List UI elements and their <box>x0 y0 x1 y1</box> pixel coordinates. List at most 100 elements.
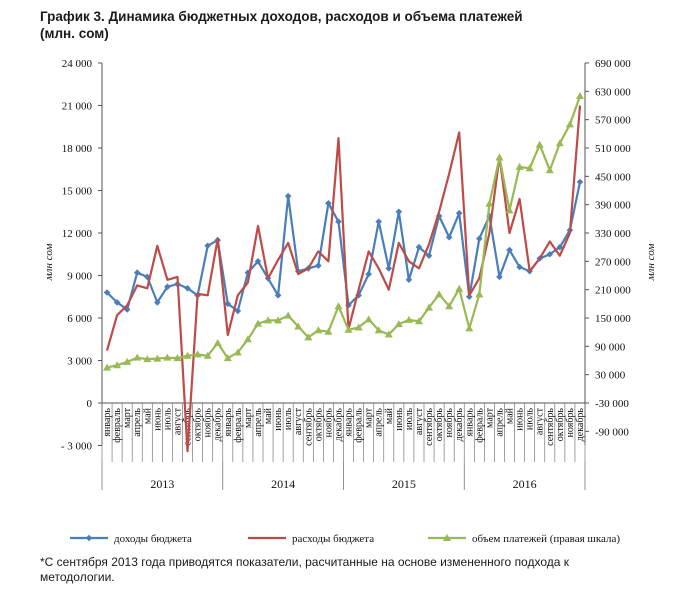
left-tick-label: 6 000 <box>67 313 92 325</box>
income-point <box>445 233 453 241</box>
legend-item-expense-label: расходы бюджета <box>292 533 374 545</box>
income-point <box>234 307 242 315</box>
payments-point <box>555 139 564 147</box>
month-label: декабрь <box>333 408 344 442</box>
payments-point <box>243 335 252 343</box>
month-label: сентябрь <box>303 408 314 446</box>
chart: 24 000 21 000 18 000 15 000 12 000 9 000 6 000… <box>43 58 657 545</box>
payments-point <box>525 164 534 172</box>
month-label: декабрь <box>213 408 224 442</box>
left-tick-label: 21 000 <box>62 101 93 113</box>
month-label: октябрь <box>434 408 445 442</box>
payments-point <box>314 326 323 334</box>
income-point <box>103 289 111 296</box>
payments-point <box>284 311 293 319</box>
left-tick-label: 12 000 <box>62 228 93 240</box>
month-label: февраль <box>474 408 485 443</box>
month-label: март <box>484 407 495 428</box>
income-point <box>465 293 473 301</box>
income-point <box>365 270 372 278</box>
right-axis-title: млн сом <box>645 244 657 282</box>
month-label: ноябрь <box>203 408 214 438</box>
payments-point <box>354 323 363 331</box>
payments-point <box>404 315 413 323</box>
income-point <box>325 199 332 207</box>
payments-point <box>264 316 273 324</box>
month-label: февраль <box>112 408 123 443</box>
right-tick-label: 390 000 <box>595 200 631 212</box>
payments-point <box>535 140 544 148</box>
month-label: июль <box>283 408 294 431</box>
income-point <box>335 218 342 225</box>
month-label: ноябрь <box>444 408 455 438</box>
payments-point <box>213 339 222 347</box>
legend-item-income-label: доходы бюджета <box>114 533 192 545</box>
month-label: январь <box>464 408 475 437</box>
month-label: март <box>364 407 375 428</box>
right-tick-label: 150 000 <box>595 313 631 325</box>
month-label: ноябрь <box>323 408 334 438</box>
month-label: январь <box>223 408 234 437</box>
income-point <box>385 265 393 272</box>
month-label: май <box>263 407 274 424</box>
month-label: май <box>505 407 516 424</box>
month-label: июль <box>404 408 415 431</box>
payments-point <box>334 302 343 310</box>
right-tick-label: 690 000 <box>595 58 631 70</box>
legend-item-income-marker <box>85 534 93 542</box>
right-tick-label: 90 000 <box>595 341 626 353</box>
income-point <box>476 235 483 242</box>
payments-point <box>153 354 162 362</box>
month-label: январь <box>102 408 113 437</box>
year-label: 2014 <box>271 477 295 491</box>
payments-point <box>435 290 444 298</box>
right-tick-label: 450 000 <box>595 171 631 183</box>
year-label: 2016 <box>513 477 537 491</box>
income-point <box>143 273 151 281</box>
right-tick-label: 210 000 <box>595 285 631 297</box>
income-point <box>315 262 322 269</box>
payments-point <box>495 153 504 161</box>
payments-point <box>203 351 212 359</box>
payments-point <box>294 322 303 330</box>
income-point <box>224 300 232 308</box>
month-label: октябрь <box>555 408 566 442</box>
payments-point <box>485 199 494 207</box>
payments-point <box>425 303 434 311</box>
payments-point <box>163 353 172 361</box>
month-label: май <box>142 407 153 424</box>
right-tick-label: 570 000 <box>595 115 631 127</box>
month-label: сентябрь <box>545 408 556 446</box>
series-lines <box>103 92 584 453</box>
month-label: октябрь <box>193 408 204 442</box>
legend-item-payments-label: объем платежей (правая шкала) <box>472 533 620 545</box>
month-label: август <box>293 407 304 435</box>
month-label: июнь <box>273 408 284 431</box>
income-point <box>506 246 513 254</box>
axes-group: 24 000 21 000 18 000 15 000 12 000 9 000 6 000… <box>43 58 657 491</box>
payments-point <box>173 354 182 362</box>
right-tick-label: 510 000 <box>595 143 631 155</box>
left-tick-label: 0 <box>87 398 93 410</box>
month-label: март <box>243 407 254 428</box>
left-tick-label: 3 000 <box>67 356 92 368</box>
payments-point <box>455 284 464 292</box>
payments-point <box>575 92 584 100</box>
payments-point <box>253 319 262 327</box>
payments-point <box>233 348 242 356</box>
month-label: октябрь <box>313 408 324 442</box>
payments-point <box>465 324 474 332</box>
income-point <box>375 218 383 225</box>
payments-point <box>133 353 142 361</box>
payments-point <box>384 330 393 338</box>
month-label: июнь <box>394 408 405 431</box>
payments-point <box>505 206 514 214</box>
month-label: июль <box>162 408 173 431</box>
payments-point <box>515 162 524 170</box>
right-tick-label: -90 000 <box>595 426 629 438</box>
left-tick-label: 24 000 <box>62 58 93 70</box>
income-point <box>496 273 503 281</box>
income-point <box>184 284 191 292</box>
month-label: ноябрь <box>565 408 576 438</box>
month-label: апрель <box>132 408 143 437</box>
